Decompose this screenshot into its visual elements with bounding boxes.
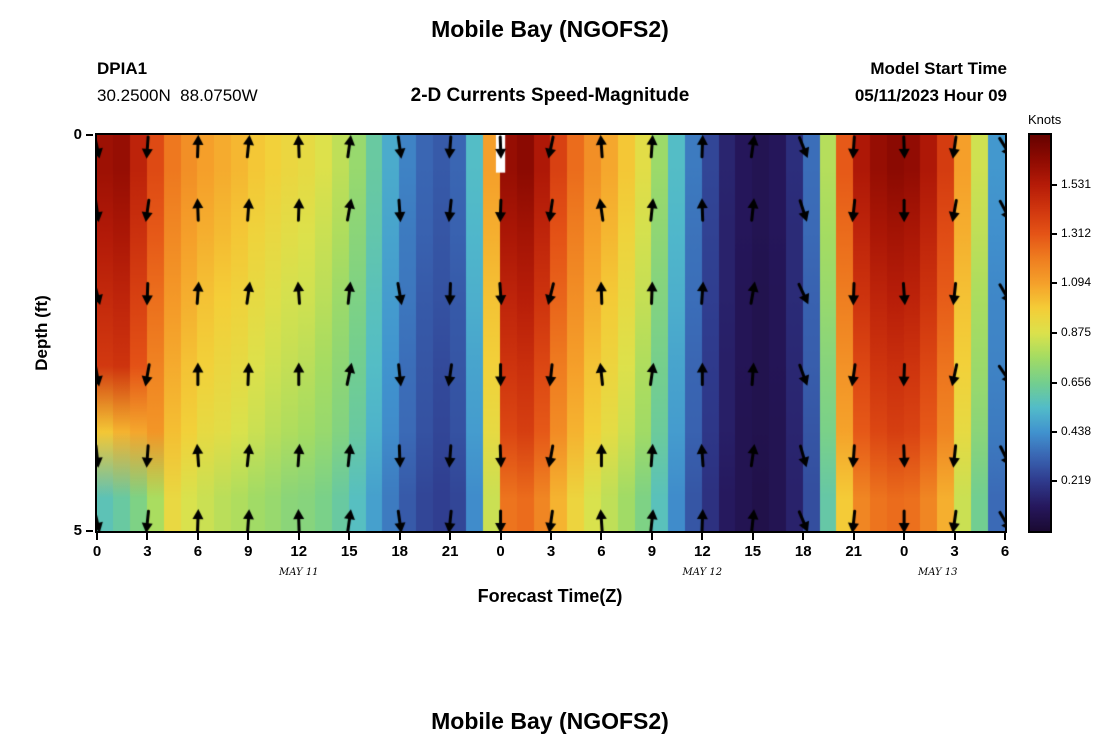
x-axis-tick (802, 533, 805, 540)
x-tick-label: 18 (794, 543, 812, 560)
x-tick-label: 6 (597, 543, 606, 560)
y-tick-label: 0 (73, 126, 82, 143)
x-axis-tick (650, 533, 653, 540)
x-axis-tick (852, 533, 855, 540)
colorbar (1028, 133, 1052, 533)
colorbar-tick (1052, 480, 1057, 483)
x-axis-tick (196, 533, 199, 540)
x-axis-title: Forecast Time(Z) (477, 586, 623, 606)
colorbar-canvas (1030, 135, 1050, 531)
y-tick-label: 5 (73, 522, 82, 539)
colorbar-tick (1052, 332, 1057, 334)
date-label: MAY 12 (682, 567, 723, 578)
x-axis-tick (146, 533, 149, 540)
x-axis-tick (953, 533, 956, 540)
y-axis-tick (86, 134, 93, 136)
x-tick-label: 18 (391, 543, 408, 560)
x-axis-tick (348, 533, 351, 540)
model-start-time-value: 05/11/2023 Hour 09 (854, 86, 1007, 105)
y-axis-title: Depth (ft) (32, 295, 51, 371)
x-axis-tick (96, 533, 98, 540)
x-tick-label: 12 (693, 543, 711, 560)
x-tick-label: 21 (441, 543, 459, 560)
x-axis-tick (1004, 533, 1006, 540)
colorbar-tick-label: 1.312 (1061, 226, 1092, 241)
x-axis-tick (247, 533, 250, 540)
station-id: DPIA1 (97, 59, 148, 78)
x-tick-label: 3 (950, 543, 959, 560)
x-axis-tick (398, 533, 401, 540)
x-axis-tick (449, 533, 452, 540)
chart-subtitle: 2-D Currents Speed-Magnitude (410, 85, 690, 106)
x-axis-tick (903, 533, 906, 540)
model-start-time-label: Model Start Time (870, 59, 1007, 78)
date-label: MAY 11 (278, 567, 319, 578)
heatmap-plot-area (95, 133, 1007, 533)
colorbar-tick (1052, 282, 1057, 285)
x-axis-tick (499, 533, 502, 540)
date-label: MAY 13 (917, 567, 958, 578)
colorbar-units-label: Knots (1028, 112, 1062, 127)
colorbar-tick (1052, 233, 1057, 236)
x-axis-tick (600, 533, 603, 540)
chart-title-bottom: Mobile Bay (NGOFS2) (431, 708, 669, 734)
x-tick-label: 9 (244, 543, 253, 560)
colorbar-tick-label: 0.438 (1061, 423, 1092, 438)
colorbar-tick (1052, 183, 1057, 186)
x-tick-label: 15 (340, 543, 358, 560)
x-tick-label: 0 (496, 543, 505, 560)
x-tick-label: 12 (290, 543, 308, 560)
x-axis-tick (297, 533, 300, 540)
x-tick-label: 3 (546, 543, 556, 560)
heatmap-canvas (97, 135, 1005, 531)
x-tick-label: 6 (1000, 543, 1010, 560)
x-axis-tick (701, 533, 704, 540)
x-axis-tick (550, 533, 552, 540)
colorbar-tick-label: 1.531 (1061, 176, 1092, 191)
x-tick-label: 15 (744, 543, 762, 560)
colorbar-tick-label: 0.219 (1061, 473, 1092, 488)
colorbar-tick-label: 1.094 (1061, 275, 1092, 290)
x-tick-label: 6 (193, 543, 203, 560)
x-tick-label: 0 (899, 543, 909, 560)
x-tick-label: 3 (143, 543, 152, 560)
colorbar-tick (1052, 381, 1057, 384)
y-axis-tick (86, 530, 93, 532)
colorbar-tick-label: 0.875 (1061, 325, 1092, 339)
colorbar-tick-label: 0.656 (1061, 374, 1092, 389)
x-tick-label: 0 (92, 543, 102, 560)
x-axis-tick (751, 533, 754, 540)
colorbar-tick (1052, 430, 1057, 433)
station-coordinates: 30.2500N 88.0750W (97, 86, 258, 105)
x-tick-label: 9 (647, 543, 657, 560)
x-tick-label: 21 (845, 543, 862, 560)
chart-title-top: Mobile Bay (NGOFS2) (431, 16, 669, 42)
